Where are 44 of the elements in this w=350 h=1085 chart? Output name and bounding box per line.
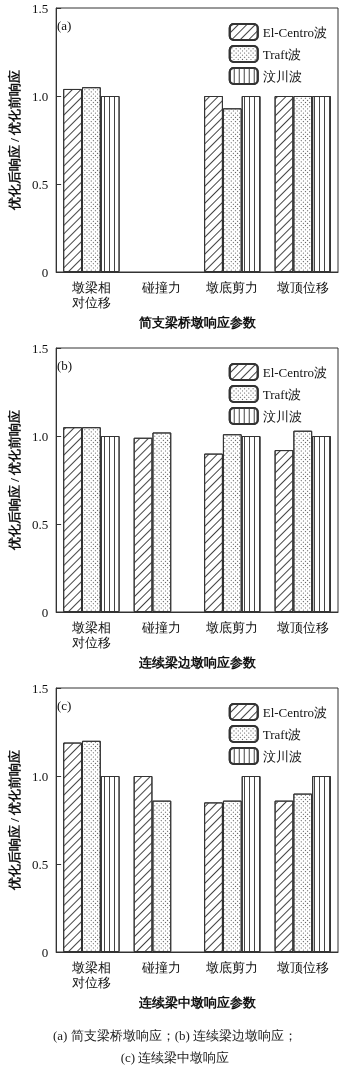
x-tick-label: 墩底剪力 [205,280,259,295]
x-tick-label: 墩顶位移 [275,620,329,635]
legend-label: 汶川波 [262,68,302,84]
text: (b) [57,358,73,373]
legend-label: 汶川波 [262,748,302,764]
x-tick-label: 碰撞力 [141,620,182,635]
legend-label: 汶川波 [262,408,302,424]
x-tick-label: 墩底剪力 [205,960,259,975]
y-tick-label: 0 [41,944,49,960]
y-tick-label: 1.0 [31,88,49,104]
y-axis-title: 优化后响应 / 优化前响应 [7,409,22,552]
y-tick-label: 1.5 [31,680,49,696]
x-tick-label: 墩顶位移 [275,280,329,295]
legend-label: El-Centro波 [262,24,327,40]
y-tick-label: 1.5 [31,340,49,356]
y-tick-label: 1.0 [31,428,49,444]
text: (a) 简支梁桥墩响应；(b) 连续梁边墩响应； [52,1028,298,1043]
y-tick-label: 1.5 [31,0,49,16]
legend-label: Traft波 [262,726,302,742]
text: (c) 连续梁中墩响应 [120,1050,230,1065]
x-tick-label: 墩梁相对位移 [70,280,111,310]
legend-label: Traft波 [262,46,302,62]
x-tick-label: 碰撞力 [141,280,182,295]
y-axis-title: 优化后响应 / 优化前响应 [7,69,22,212]
y-tick-label: 0.5 [31,516,49,532]
x-axis-title: 简支梁桥墩响应参数 [137,315,257,330]
y-axis-title: 优化后响应 / 优化前响应 [7,749,22,892]
x-tick-label: 墩顶位移 [275,960,329,975]
y-tick-label: 1.0 [31,768,49,784]
y-tick-label: 0.5 [31,856,49,872]
y-tick-label: 0.5 [31,176,49,192]
y-tick-label: 0 [41,264,49,280]
x-tick-label: 碰撞力 [141,960,182,975]
y-tick-label: 0 [41,604,49,620]
legend-label: El-Centro波 [262,704,327,720]
x-axis-title: 连续梁中墩响应参数 [137,995,257,1010]
legend-label: Traft波 [262,386,302,402]
text: (a) [57,18,72,33]
x-tick-label: 墩底剪力 [205,620,259,635]
legend-label: El-Centro波 [262,364,327,380]
x-tick-label: 墩梁相对位移 [70,960,111,990]
text: (c) [57,698,72,713]
x-axis-title: 连续梁边墩响应参数 [137,655,257,670]
x-tick-label: 墩梁相对位移 [70,620,111,650]
